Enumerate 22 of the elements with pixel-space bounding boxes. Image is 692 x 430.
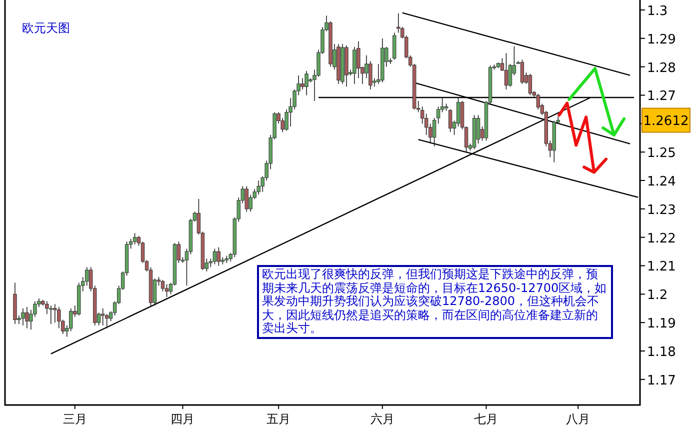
y-tick-label: 1.19 bbox=[647, 316, 676, 332]
y-tick-label: 1.27 bbox=[647, 89, 676, 104]
x-tick-label: 四月 bbox=[170, 412, 195, 426]
text: 1.2612 bbox=[643, 114, 689, 130]
y-tick-label: 1.23 bbox=[647, 202, 676, 218]
x-tick-label: 三月 bbox=[62, 412, 87, 426]
y-tick-label: 1.3 bbox=[647, 4, 668, 19]
x-tick-label: 六月 bbox=[370, 412, 394, 426]
y-tick-label: 1.2 bbox=[647, 288, 668, 304]
y-tick-label: 1.24 bbox=[647, 174, 676, 190]
x-tick-label: 八月 bbox=[566, 412, 590, 426]
y-tick-label: 1.29 bbox=[647, 32, 676, 48]
x-tick-label: 五月 bbox=[266, 412, 291, 426]
annotation: 欧元出现了很爽快的反弹，但我们预期这是下跌途中的反弹，预期未来几天的震荡反弹是短命的，目标在12650-12700区域，如果发动中期升势我们认为应该突破12780-2800，但这种机会不大，因此短线仍然是追买的策略，而在区间的高位准备建立新的卖出头寸。 bbox=[257, 265, 613, 338]
y-tick-label: 1.21 bbox=[647, 260, 676, 275]
y-tick-label: 1.17 bbox=[647, 373, 676, 388]
y-tick-label: 1.25 bbox=[647, 146, 676, 162]
y-tick-label: 1.22 bbox=[647, 231, 676, 246]
x-tick-label: 七月 bbox=[474, 412, 498, 426]
text: 欧元天图 bbox=[22, 21, 70, 35]
y-tick-label: 1.28 bbox=[647, 60, 676, 76]
y-tick-label: 1.18 bbox=[647, 345, 676, 360]
